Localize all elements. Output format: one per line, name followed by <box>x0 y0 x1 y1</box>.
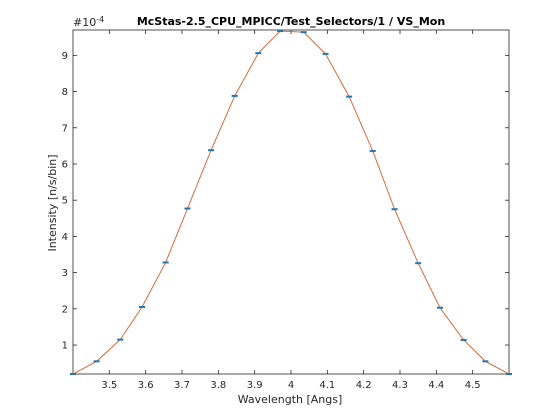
y-axis-label: Intensity [n/s/bin] <box>46 154 59 251</box>
exponent-label: #10-4 <box>73 15 104 29</box>
y-tick-label: 6 <box>62 159 68 170</box>
y-tick-label: 7 <box>62 123 68 134</box>
y-tick-label: 4 <box>62 232 68 243</box>
x-tick-label: 4.5 <box>465 380 481 391</box>
series-line <box>72 30 510 375</box>
chart-title: McStas-2.5_CPU_MPICC/Test_Selectors/1 / … <box>137 15 445 28</box>
x-tick-label: 4.3 <box>392 380 408 391</box>
svg-text:#10-4: #10-4 <box>73 15 104 29</box>
plot-area: 3.5 3.6 3.7 3.8 3.9 4 4.1 4.2 4.3 4.4 4.5 1 2 3 4 5 6 7 8 9 <box>62 29 512 391</box>
x-axis-label: Wavelength [Angs] <box>238 393 343 406</box>
exponent-base: #10 <box>73 16 96 29</box>
y-tick-label: 9 <box>62 51 68 62</box>
x-tick-label: 4.1 <box>319 380 335 391</box>
x-tick-label: 4.4 <box>428 380 444 391</box>
x-tick-label: 3.5 <box>101 380 117 391</box>
x-tick-label: 3.6 <box>138 380 154 391</box>
x-tick-label: 4 <box>288 380 294 391</box>
y-tick-label: 3 <box>62 268 68 279</box>
y-tick-label: 8 <box>62 87 68 98</box>
y-tick-label: 2 <box>62 304 68 315</box>
x-tick-label: 3.9 <box>247 380 263 391</box>
y-tick-label: 5 <box>62 196 68 207</box>
x-tick-label: 3.7 <box>174 380 190 391</box>
x-tick-label: 4.2 <box>356 380 372 391</box>
y-tick-label: 1 <box>62 341 68 352</box>
exponent-power: -4 <box>96 15 104 24</box>
x-tick-label: 3.8 <box>210 380 226 391</box>
